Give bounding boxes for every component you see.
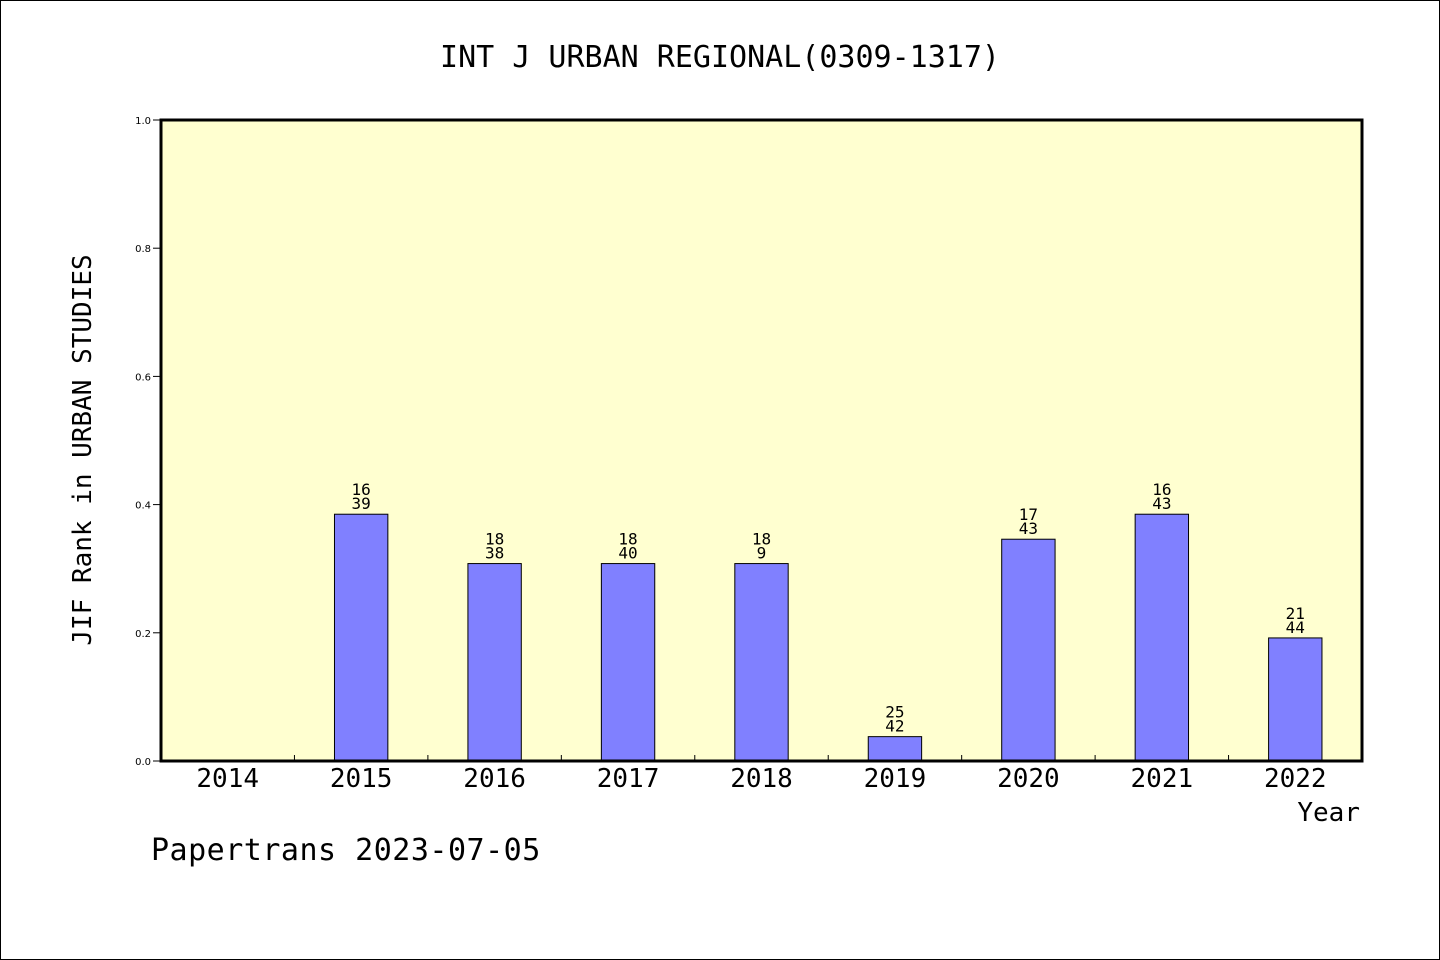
x-tick-label-2017: 2017 (597, 764, 660, 794)
bars-layer (333, 513, 1323, 762)
bar-label-total-2016: 38 (485, 544, 504, 563)
x-tick-label-2018: 2018 (730, 764, 793, 794)
y-tick-label-0.8: 0.8 (135, 244, 151, 255)
x-tick-label-2021: 2021 (1131, 764, 1194, 794)
bar-2017 (600, 563, 656, 762)
bar-label-rank-2020: 17 (1019, 505, 1038, 524)
x-tick-label-2015: 2015 (330, 764, 393, 794)
x-tick-label-2016: 2016 (463, 764, 526, 794)
y-tick-label-0.6: 0.6 (135, 372, 151, 383)
bar-label-total-2022: 44 (1286, 618, 1305, 637)
bar-label-rank-2015: 16 (352, 480, 371, 499)
bar-2019 (867, 736, 923, 762)
x-tick-label-2020: 2020 (997, 764, 1060, 794)
bar-label-total-2017: 40 (618, 544, 637, 563)
y-tick-label-0.2: 0.2 (135, 629, 151, 640)
bar-label-total-2020: 43 (1019, 519, 1038, 538)
bar-label-rank-2022: 21 (1286, 604, 1305, 623)
y-axis-title: JIF Rank in URBAN STUDIES (68, 254, 98, 645)
bar-2018 (734, 563, 789, 762)
chart-title: INT J URBAN REGIONAL(0309-1317) (440, 40, 1000, 75)
bar-2016 (467, 563, 522, 762)
y-tick-label-1.0: 1.0 (135, 116, 151, 127)
bar-2020 (1001, 538, 1056, 762)
bar-label-rank-2016: 18 (485, 530, 504, 549)
x-axis: 2014 2015 2016 2017 2018 2019 2020 2021 2022 (196, 755, 1327, 794)
bar-2021 (1134, 513, 1190, 762)
bar-label-rank-2021: 16 (1152, 480, 1171, 499)
footer-note: Papertrans 2023-07-05 (151, 833, 541, 868)
x-tick-label-2019: 2019 (864, 764, 927, 794)
bar-label-rank-2018: 18 (752, 530, 771, 549)
bar-label-total-2018: 9 (757, 544, 767, 563)
x-tick-label-2014: 2014 (196, 764, 259, 794)
bar-label-total-2021: 43 (1152, 494, 1171, 513)
bar-2015 (333, 513, 389, 762)
y-tick-label-0.0: 0.0 (135, 757, 151, 768)
bar-2022 (1268, 637, 1323, 762)
y-tick-label-0.4: 0.4 (135, 501, 151, 512)
x-tick-label-2022: 2022 (1264, 764, 1327, 794)
y-axis: 0.0 0.2 0.4 0.6 0.8 1.0 (135, 116, 161, 768)
bar-label-rank-2019: 25 (885, 703, 904, 722)
bar-label-rank-2017: 18 (618, 530, 637, 549)
x-axis-title: Year (1297, 798, 1360, 828)
bar-label-total-2015: 39 (352, 494, 371, 513)
plot-border (159, 118, 1364, 763)
bar-label-total-2019: 42 (885, 717, 904, 736)
